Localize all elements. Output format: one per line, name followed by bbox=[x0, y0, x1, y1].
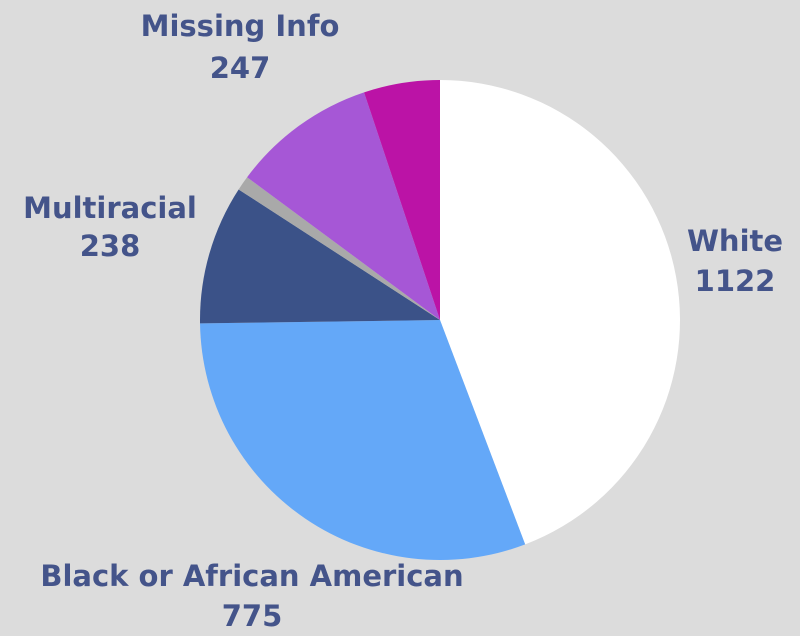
slice-label: Multiracial bbox=[23, 191, 197, 225]
slice-label: Missing Info bbox=[141, 9, 340, 43]
slice-value: 247 bbox=[210, 51, 271, 85]
pie-slice bbox=[364, 80, 440, 320]
pie-slice bbox=[440, 80, 681, 545]
slice-label: Black or African American bbox=[40, 559, 463, 593]
pie-slice bbox=[247, 92, 440, 320]
slice-value: 1122 bbox=[695, 264, 776, 298]
slice-label: White bbox=[687, 224, 783, 258]
pie-slice bbox=[238, 177, 440, 320]
slice-value: 775 bbox=[222, 599, 283, 633]
pie-slice bbox=[200, 320, 526, 560]
pie-slice bbox=[200, 189, 440, 324]
slice-value: 238 bbox=[80, 229, 141, 263]
